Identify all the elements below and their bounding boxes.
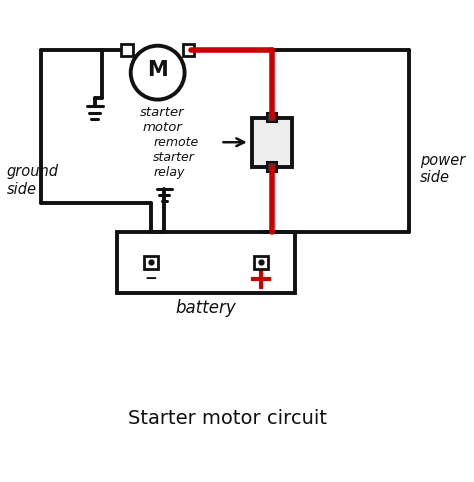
Text: remote
starter
relay: remote starter relay xyxy=(153,135,199,178)
Circle shape xyxy=(131,46,184,100)
Bar xyxy=(121,44,133,56)
Text: −: − xyxy=(145,270,157,285)
Bar xyxy=(267,162,277,172)
Bar xyxy=(252,118,292,167)
Text: M: M xyxy=(147,60,168,80)
Text: power
side: power side xyxy=(420,153,465,186)
Text: Starter motor circuit: Starter motor circuit xyxy=(128,409,327,428)
Text: battery: battery xyxy=(175,299,236,317)
Bar xyxy=(267,113,277,122)
Bar xyxy=(144,255,158,269)
Text: ground
side: ground side xyxy=(6,164,58,197)
Bar xyxy=(254,255,268,269)
Bar xyxy=(117,232,294,293)
Text: starter
motor: starter motor xyxy=(140,107,184,134)
Bar xyxy=(183,44,194,56)
